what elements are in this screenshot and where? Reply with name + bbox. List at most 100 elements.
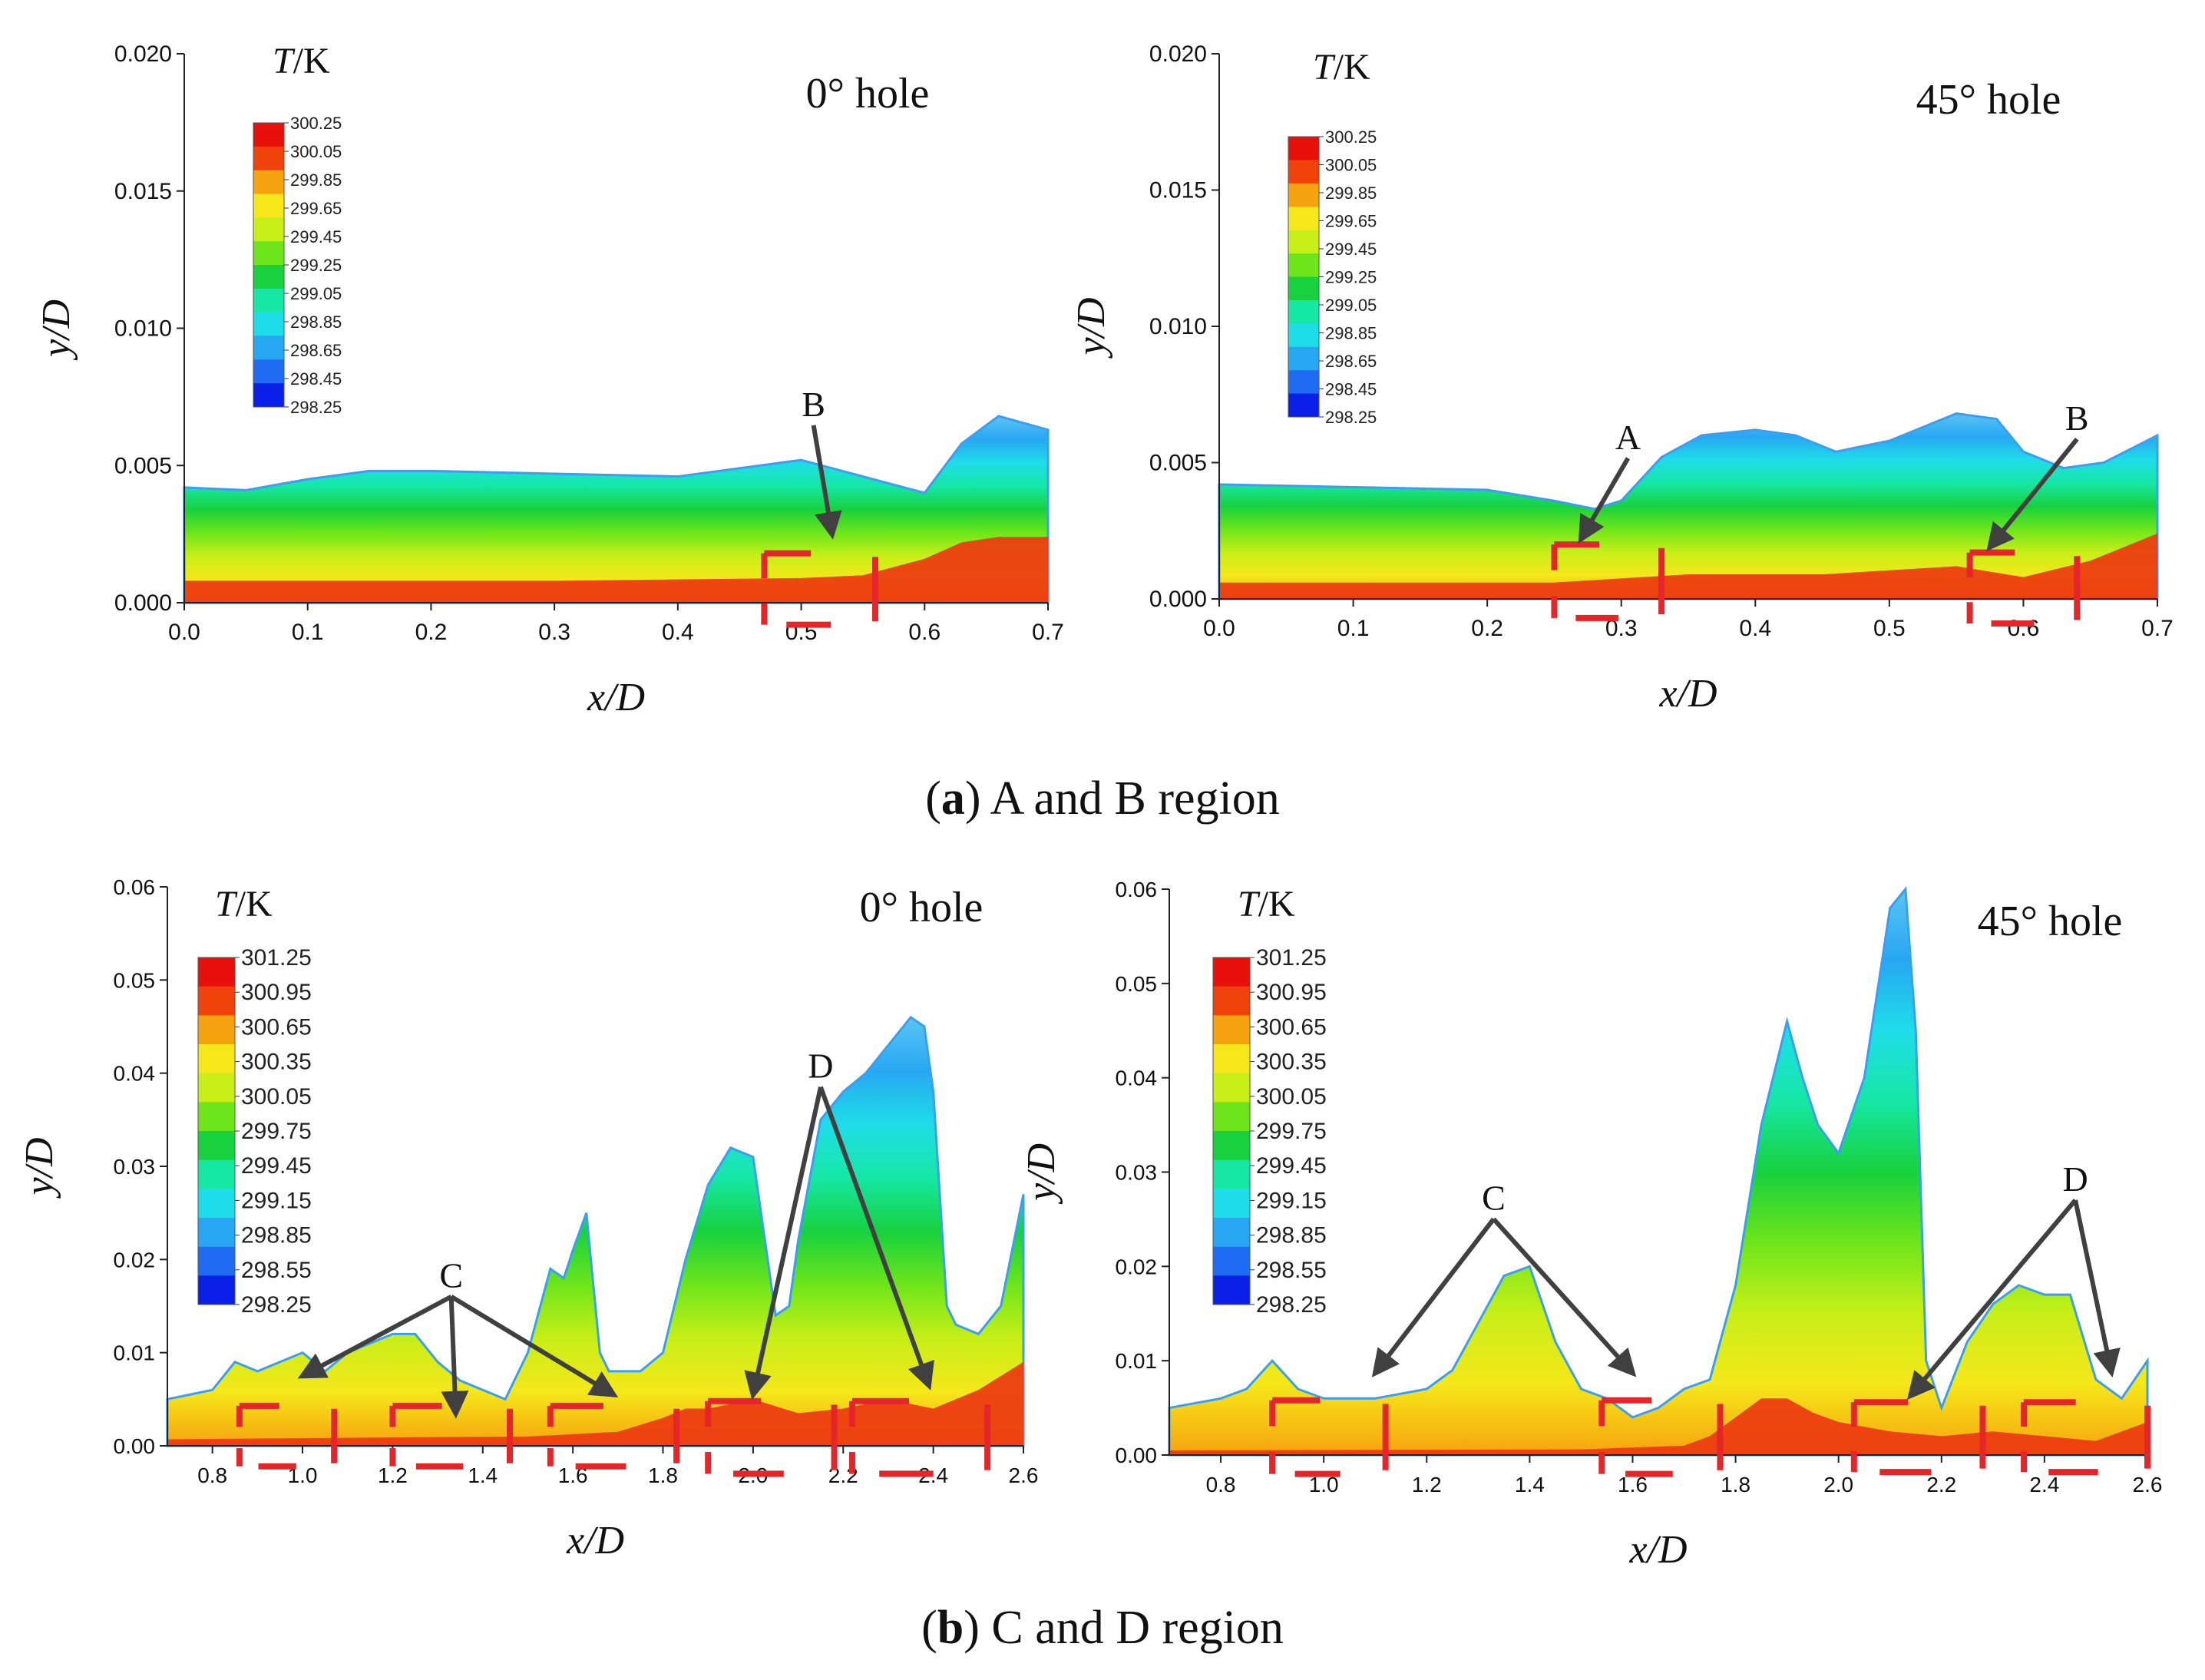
chart-b-right: 0.8 1.0 1.2 1.4 1.6 1.8 2.0 2.2 2.4 2.60.000.010.… <box>1020 878 2162 1572</box>
x-tick-label: 2.4 <box>2029 1473 2059 1496</box>
legend-label: 298.85 <box>290 313 342 332</box>
legend-title: T/K <box>215 884 273 924</box>
x-axis-label: x/D <box>566 1519 624 1563</box>
region-arrow <box>1986 438 2079 552</box>
y-tick-label: 0.06 <box>114 875 156 899</box>
region-arrow <box>297 1295 453 1379</box>
y-tick-label: 0.000 <box>1149 587 1207 612</box>
legend-swatch <box>198 1044 235 1074</box>
legend-swatch <box>253 193 284 218</box>
legend-label: 299.15 <box>1256 1188 1327 1213</box>
region-arrow <box>818 1086 934 1391</box>
legend-label: 300.25 <box>1325 127 1377 147</box>
legend-label: 300.65 <box>241 1014 312 1040</box>
x-tick-label: 0.0 <box>168 620 200 645</box>
y-tick-label: 0.00 <box>1116 1444 1158 1467</box>
y-tick-label: 0.05 <box>1116 972 1158 996</box>
hot-layer <box>1169 1398 2147 1455</box>
legend-swatch <box>1288 393 1319 418</box>
x-tick-label: 0.4 <box>1739 616 1771 641</box>
legend-label: 300.95 <box>241 980 312 1005</box>
hot-layer <box>1219 533 2157 599</box>
caption-b-letter: b <box>937 1602 964 1654</box>
legend-swatch <box>1213 957 1250 987</box>
legend-swatch <box>1288 253 1319 277</box>
legend-label: 299.45 <box>290 227 342 246</box>
y-tick-label: 0.010 <box>114 316 172 342</box>
legend-swatch <box>1213 1015 1250 1045</box>
region-arrow <box>1578 457 1631 544</box>
x-tick-label: 0.7 <box>2141 616 2174 641</box>
x-tick-label: 2.6 <box>1009 1463 1039 1487</box>
caption-a: (a) A and B region <box>925 772 1280 825</box>
region-label: A <box>1615 418 1641 457</box>
x-tick-label: 0.3 <box>538 620 570 645</box>
legend-label: 298.25 <box>290 398 342 417</box>
legend-title-symbol: T <box>215 884 238 924</box>
temperature-field <box>1218 412 2159 600</box>
region-label: B <box>802 385 825 424</box>
legend-label: 299.85 <box>290 170 342 190</box>
legend-swatch <box>1288 323 1319 348</box>
x-tick-label: 0.6 <box>908 620 941 645</box>
legend-swatch <box>198 1189 235 1219</box>
legend-swatch <box>253 265 284 289</box>
legend-swatch <box>1213 1189 1250 1219</box>
legend-swatch <box>198 957 235 987</box>
chart-title: 0° hole <box>860 884 983 931</box>
caption-a-text: A and B region <box>981 772 1280 825</box>
y-tick-label: 0.04 <box>1116 1067 1158 1090</box>
legend-swatch <box>253 288 284 313</box>
legend-label: 299.25 <box>1325 268 1377 287</box>
x-tick-label: 0.2 <box>1471 616 1503 641</box>
x-tick-label: 2.0 <box>1823 1473 1853 1496</box>
y-tick-label: 0.02 <box>1116 1255 1158 1278</box>
legend-title: T/K <box>1238 884 1295 924</box>
y-tick-label: 0.06 <box>1116 878 1158 901</box>
hot-layer <box>184 537 1048 603</box>
y-tick-label: 0.02 <box>114 1248 156 1272</box>
y-tick-label: 0.015 <box>114 179 172 204</box>
x-tick-label: 0.1 <box>1337 616 1370 641</box>
region-label: D <box>2063 1159 2088 1199</box>
x-tick-label: 0.6 <box>2008 616 2040 641</box>
x-tick-label: 1.2 <box>1412 1473 1442 1496</box>
legend-swatch <box>1288 299 1319 324</box>
legend-label: 299.45 <box>1256 1153 1327 1179</box>
legend-title: T/K <box>273 41 330 81</box>
legend-swatch <box>1213 1246 1250 1276</box>
legend-label: 299.25 <box>290 256 342 275</box>
legend-label: 299.45 <box>1325 240 1377 259</box>
legend-swatch <box>253 359 284 384</box>
legend-swatch <box>253 217 284 242</box>
legend-swatch <box>1213 1159 1250 1189</box>
legend-label: 298.55 <box>241 1258 312 1283</box>
legend-label: 299.45 <box>241 1153 312 1179</box>
legend-label: 298.25 <box>1325 408 1377 427</box>
legend-label: 300.35 <box>1256 1050 1327 1075</box>
region-label: C <box>439 1256 463 1295</box>
y-tick-label: 0.015 <box>1149 178 1207 203</box>
x-tick-label: 1.2 <box>378 1463 408 1487</box>
y-axis-label: y/D <box>1069 297 1113 359</box>
legend-swatch <box>198 1246 235 1276</box>
legend-label: 300.05 <box>1325 156 1377 175</box>
legend-label: 298.65 <box>1325 352 1377 371</box>
legend-swatch <box>1213 986 1250 1016</box>
region-arrow <box>1492 1217 1637 1377</box>
legend-label: 300.25 <box>290 114 342 133</box>
legend-swatch <box>1288 160 1319 184</box>
x-tick-label: 0.8 <box>1206 1473 1236 1496</box>
legend-title-symbol: T <box>273 41 296 81</box>
y-tick-label: 0.000 <box>114 590 172 616</box>
legend-label: 300.65 <box>1256 1014 1327 1040</box>
legend-swatch <box>1213 1275 1250 1305</box>
x-tick-label: 1.8 <box>648 1463 678 1487</box>
legend-swatch <box>198 1015 235 1045</box>
legend-swatch <box>1288 370 1319 395</box>
legend-label: 298.85 <box>1325 324 1377 343</box>
x-tick-label: 1.4 <box>468 1463 498 1487</box>
legend-label: 299.05 <box>290 284 342 303</box>
legend-swatch <box>1288 207 1319 231</box>
y-tick-label: 0.020 <box>1149 41 1207 67</box>
